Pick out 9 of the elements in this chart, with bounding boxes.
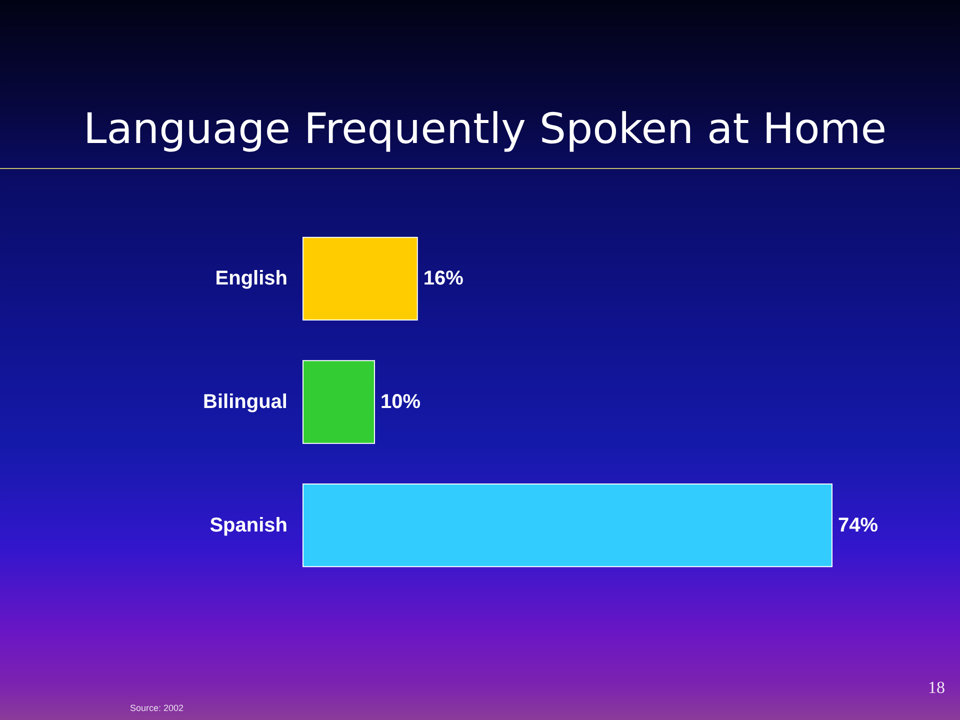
data-label: 74% (838, 514, 878, 536)
data-label: 10% (380, 391, 421, 413)
data-label: 16% (423, 268, 464, 290)
chart-title: Language Frequently Spoken at Home (82, 104, 888, 154)
source-note: Source: 2002 (130, 703, 184, 714)
y-tick-label: English (215, 268, 288, 290)
y-tick-label: Bilingual (203, 391, 288, 413)
y-tick-label: Spanish (210, 514, 288, 536)
text: 18 (928, 678, 945, 698)
